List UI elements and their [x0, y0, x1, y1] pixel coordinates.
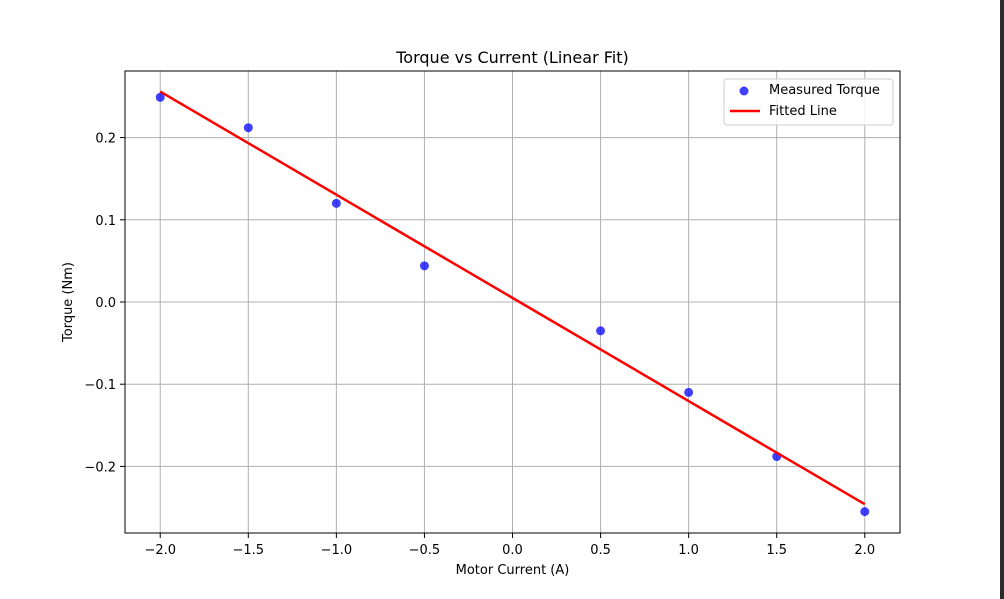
grid-lines [125, 71, 900, 533]
chart-title: Torque vs Current (Linear Fit) [395, 48, 629, 67]
data-point [331, 198, 341, 208]
y-tick-label: 0.0 [95, 296, 116, 311]
x-tick-label: 1.5 [766, 543, 787, 558]
legend-box [723, 78, 894, 126]
y-tick-label: −0.1 [84, 378, 116, 393]
data-point [860, 507, 870, 517]
data-point [155, 92, 165, 102]
y-tick-label: 0.1 [95, 214, 116, 229]
legend-label-measured: Measured Torque [769, 83, 880, 98]
x-tick-label: 0.0 [502, 543, 523, 558]
data-point [419, 261, 429, 271]
x-tick-label: 2.0 [854, 543, 875, 558]
fitted-line [159, 90, 866, 506]
x-axis-label: Motor Current (A) [456, 563, 570, 578]
y-tick-label: −0.2 [84, 460, 116, 475]
data-point [243, 123, 253, 133]
y-tick-label: 0.2 [95, 132, 116, 147]
data-point [684, 387, 694, 397]
legend: Measured Torque Fitted Line [723, 78, 894, 126]
data-point [596, 326, 606, 336]
legend-label-fitted: Fitted Line [769, 104, 837, 119]
legend-marker-measured [739, 86, 749, 96]
x-tick-label: 1.0 [678, 543, 699, 558]
y-axis-label: Torque (Nm) [61, 262, 76, 343]
x-tick-label: −1.5 [233, 543, 265, 558]
x-tick-label: −1.0 [321, 543, 353, 558]
x-tick-label: 0.5 [590, 543, 611, 558]
series-layer [155, 90, 870, 517]
x-tick-label: −2.0 [144, 543, 176, 558]
x-tick-label: −0.5 [409, 543, 441, 558]
axes-ticks: −2.0 −1.5 −1.0 −0.5 0.0 0.5 1.0 1.5 2.0 −0.2 −0.1 0… [84, 132, 875, 558]
window-edge-bar [1000, 0, 1004, 599]
